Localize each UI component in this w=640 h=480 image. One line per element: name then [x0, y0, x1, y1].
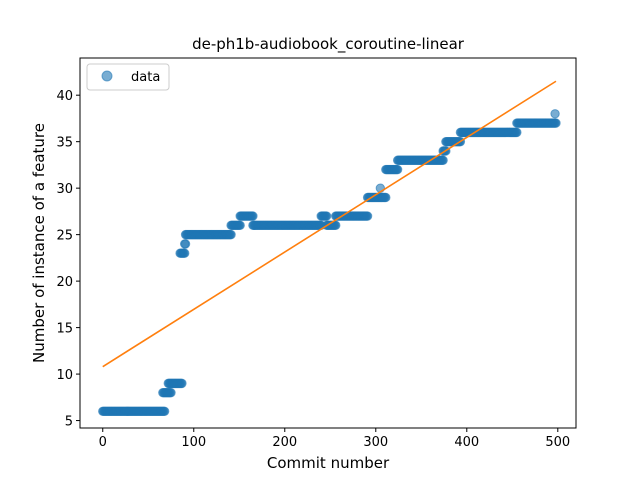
x-tick-label: 300	[363, 435, 388, 450]
data-point	[179, 248, 190, 258]
data-point	[159, 406, 170, 416]
chart-title: de-ph1b-audiobook_coroutine-linear	[192, 35, 465, 54]
fit-line	[102, 80, 557, 368]
y-tick-label: 30	[56, 182, 73, 197]
data-point	[235, 220, 245, 231]
legend-label: data	[131, 70, 160, 85]
data-point	[438, 155, 448, 165]
data-point	[512, 127, 522, 138]
data-point	[180, 239, 191, 249]
data-point	[331, 220, 341, 231]
plot-area	[98, 109, 561, 416]
data-point	[226, 229, 236, 240]
data-point	[381, 192, 391, 203]
legend-marker	[101, 70, 113, 82]
x-tick-label: 400	[454, 435, 479, 450]
data-point	[166, 387, 176, 398]
y-tick-label: 35	[56, 136, 73, 151]
y-tick-label: 25	[56, 229, 73, 244]
x-axis: 0 100 200 300 400 500	[99, 428, 570, 450]
x-axis-label: Commit number	[267, 454, 390, 472]
y-tick-label: 5	[65, 415, 73, 430]
legend-box	[86, 63, 170, 91]
data-point	[551, 118, 561, 128]
x-tick-label: 0	[99, 435, 107, 450]
data-point	[392, 164, 403, 175]
data-point	[321, 211, 332, 221]
y-axis: 5 10 15 20 25 30 35 40	[56, 89, 80, 430]
data-point	[177, 378, 187, 389]
plot-frame	[79, 57, 577, 429]
data-point	[248, 211, 258, 221]
x-tick-label: 200	[272, 435, 297, 450]
y-tick-label: 10	[56, 368, 73, 383]
data-point	[550, 109, 560, 119]
x-tick-label: 500	[545, 435, 570, 450]
data-point	[362, 211, 373, 221]
y-tick-label: 20	[56, 275, 73, 290]
legend: data	[86, 63, 170, 91]
y-tick-label: 40	[56, 89, 73, 104]
fit-layer	[102, 80, 557, 368]
y-tick-label: 15	[56, 322, 73, 337]
x-tick-label: 100	[181, 435, 206, 450]
y-axis-label: Number of instance of a feature	[30, 123, 48, 363]
